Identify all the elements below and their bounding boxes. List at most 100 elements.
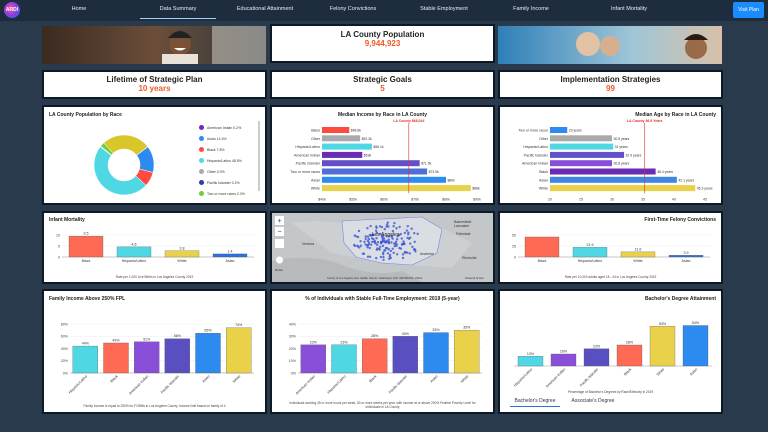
bar-american-indian[interactable] [550, 160, 612, 167]
bar-two-or-more-races[interactable] [550, 127, 568, 133]
x-tick: 30 [610, 197, 614, 201]
bar-value-american-indian: 51% [143, 337, 151, 341]
bar-american-indian[interactable] [322, 151, 363, 158]
x-label-black: Black [538, 259, 547, 263]
nav-felony-convictions[interactable]: Felony Convictions [329, 6, 377, 12]
bar-pacific-islander[interactable] [550, 151, 625, 158]
donut-slice-white[interactable] [103, 134, 149, 156]
map-card[interactable]: Los Angeles Bakersfield Lancaster Palmda… [270, 211, 495, 284]
bar-pacific-islander[interactable] [392, 336, 418, 374]
bar-hispanic-latino[interactable] [116, 246, 152, 258]
bar-white[interactable] [226, 327, 252, 374]
nav-data-summary[interactable]: Data Summary [140, 0, 216, 19]
employment-card: % of Individuals with Stable Full-Time E… [270, 289, 495, 414]
bar-hispanic-latino[interactable] [572, 247, 608, 258]
x-label-white: White [177, 259, 186, 263]
x-tick: $90k [473, 197, 481, 201]
income-title: Median Income by Race in LA County [338, 112, 427, 118]
legend-scrollbar[interactable] [258, 121, 260, 191]
legend-pacific-islander[interactable]: Pacific Islander 0.2% [199, 177, 261, 188]
map-point-cluster[interactable] [352, 221, 419, 261]
bar-hispanic-latino[interactable] [331, 344, 357, 374]
bar-pacific-islander[interactable] [583, 348, 610, 367]
bar-value-two-or-more-races: 23 years [569, 129, 582, 133]
bar-hispanic-latino[interactable] [517, 356, 544, 367]
visit-plan-button[interactable]: Visit Plan [733, 2, 764, 18]
bar-asian[interactable] [550, 176, 677, 183]
population-title: LA County Population [340, 30, 425, 39]
nav-home[interactable]: Home [71, 6, 87, 12]
bar-value-hispanic-latino: 4.6 [132, 242, 137, 246]
zoom-out-button[interactable] [275, 227, 284, 236]
legend-black[interactable]: Black 7.8% [199, 144, 261, 155]
family-card: Family Income Above 250% FPL 80% 60% 40% 20… [42, 289, 267, 414]
tab-bachelors-degree[interactable]: Bachelor's Degree [510, 398, 560, 407]
race-legend: American Indian 0.2% Asian 14.4% Black 7… [199, 122, 261, 199]
bar-white[interactable] [550, 185, 696, 192]
bar-other[interactable] [550, 135, 612, 142]
bar-value-other: $52.3k [362, 137, 372, 141]
age-title: Median Age by Race in LA County [635, 112, 716, 118]
bar-white[interactable] [164, 250, 200, 258]
bar-hispanic-latino[interactable] [550, 143, 614, 150]
felony-note: Rate per 10,000 adults aged 18 - 44 in L… [564, 275, 657, 279]
bar-white[interactable] [322, 185, 471, 192]
bar-label-hispanic-latino: Hispanic/Latino [523, 145, 548, 149]
bar-asian[interactable] [668, 255, 704, 258]
svg-text:−: − [278, 229, 282, 236]
bar-american-indian[interactable] [550, 353, 577, 367]
bar-pacific-islander[interactable] [164, 338, 190, 374]
bar-hispanic-latino[interactable] [72, 345, 98, 374]
bar-label-two-or-more-races: Two or more races [290, 170, 320, 174]
bar-value-white: 35% [463, 326, 471, 330]
nav-infant-mortality[interactable]: Infant Mortality [610, 6, 648, 12]
bar-asian[interactable] [423, 332, 449, 374]
bar-two-or-more-races[interactable] [322, 168, 428, 175]
bar-value-pacific-islander: 30% [402, 332, 410, 336]
locate-icon[interactable] [276, 256, 283, 264]
bar-white[interactable] [620, 251, 656, 258]
bar-asian[interactable] [322, 176, 446, 183]
bar-black[interactable] [322, 127, 350, 133]
ardi-logo[interactable]: ARDI [4, 2, 20, 18]
legend-other[interactable]: Other 0.3% [199, 166, 261, 177]
donut-slice-hispanic-latino[interactable] [93, 146, 147, 196]
strategies-card: Implementation Strategies 99 [498, 70, 723, 99]
nav-educational-attainment[interactable]: Educational Attainment [236, 6, 294, 12]
map-place-riverside: Riverside [462, 256, 477, 260]
y-tick: 0% [63, 371, 69, 375]
bar-black[interactable] [524, 236, 560, 258]
bar-value-hispanic-latino: $56.1k [373, 145, 383, 149]
zoom-in-button[interactable] [275, 216, 284, 225]
bar-asian[interactable] [682, 325, 709, 367]
legend-two-or-more[interactable]: Two or more races 2.3% [199, 188, 261, 199]
bar-white[interactable] [454, 329, 480, 374]
bar-asian[interactable] [195, 333, 221, 374]
bar-black[interactable] [550, 168, 656, 175]
legend-hispanic-latino[interactable]: Hispanic/Latino 48.5% [199, 155, 261, 166]
lifetime-card: Lifetime of Strategic Plan 10 years [42, 70, 267, 99]
nav-stable-employment[interactable]: Stable Employment [420, 6, 468, 12]
bar-white[interactable] [649, 326, 676, 367]
bar-value-white: 74% [235, 323, 243, 327]
bar-american-indian[interactable] [134, 341, 160, 374]
bar-hispanic-latino[interactable] [322, 143, 372, 150]
bar-black[interactable] [103, 342, 129, 374]
la-county-map[interactable]: Los Angeles Bakersfield Lancaster Palmda… [272, 213, 493, 282]
bar-american-indian[interactable] [300, 344, 326, 374]
bar-value-black: 38.4 years [657, 170, 673, 174]
bar-black[interactable] [616, 344, 643, 367]
nav-family-income[interactable]: Family Income [513, 6, 549, 12]
hero-photo-right [498, 26, 722, 64]
lifetime-title: Lifetime of Strategic Plan [106, 75, 203, 84]
home-extent-button[interactable] [275, 239, 284, 248]
legend-asian[interactable]: Asian 14.4% [199, 133, 261, 144]
legend-american-indian[interactable]: American Indian 0.2% [199, 122, 261, 133]
tab-associates-degree[interactable]: Associate's Degree [571, 398, 615, 404]
bar-black[interactable] [362, 338, 388, 374]
bar-other[interactable] [322, 135, 361, 142]
bar-pacific-islander[interactable] [322, 160, 420, 167]
bar-asian[interactable] [212, 253, 248, 258]
bar-black[interactable] [68, 235, 104, 258]
felony-title: First-Time Felony Convictions [644, 217, 716, 223]
